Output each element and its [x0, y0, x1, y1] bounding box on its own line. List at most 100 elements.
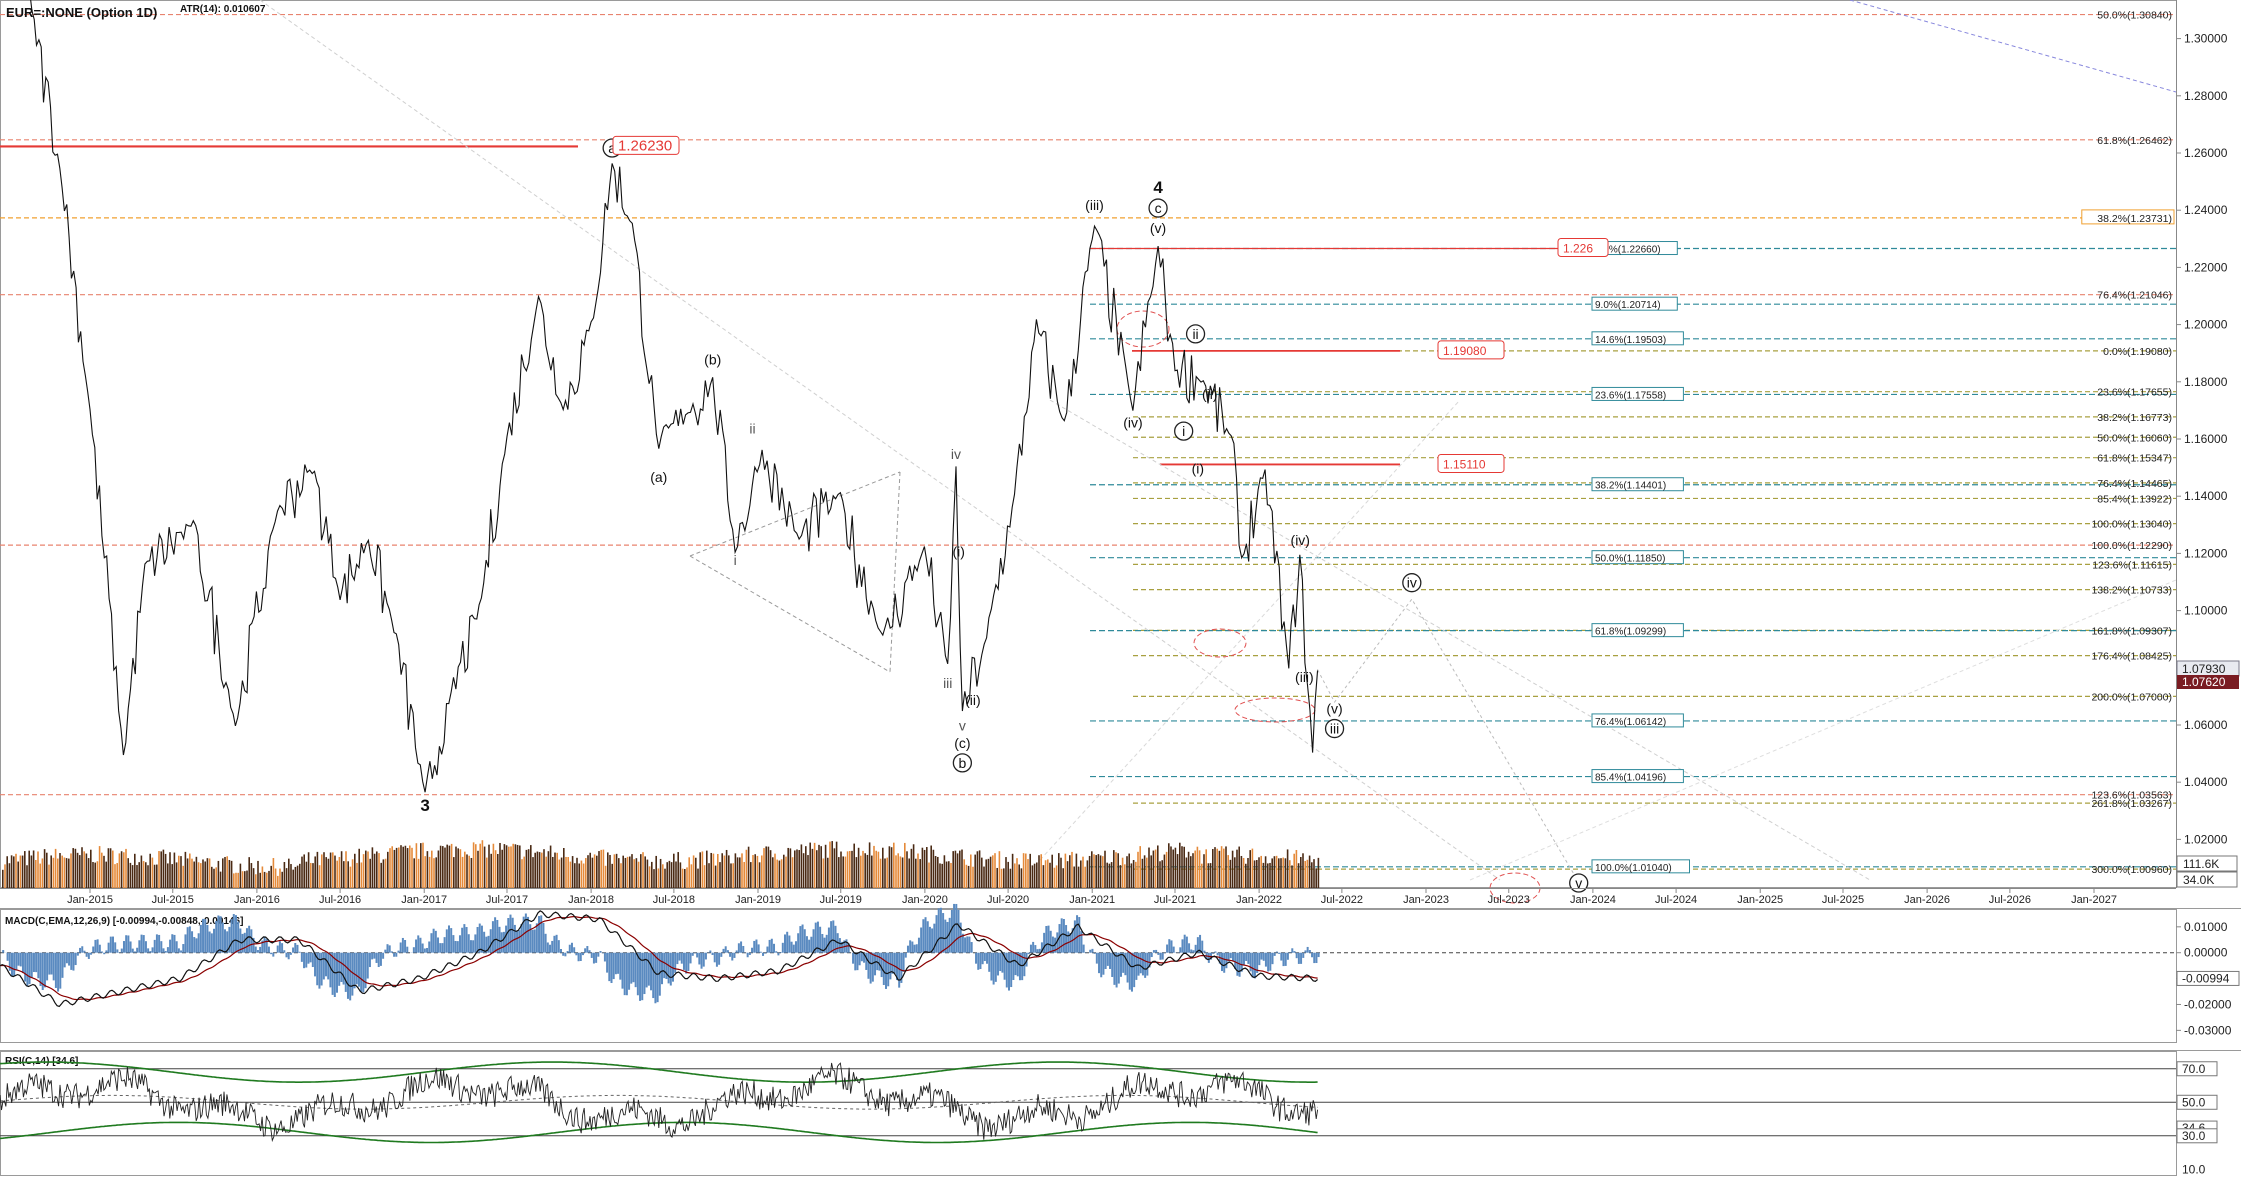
- volume-bar: [87, 858, 90, 888]
- volume-bar: [360, 862, 363, 888]
- macd-histogram-bar: [731, 952, 734, 961]
- macd-histogram-bar: [1227, 952, 1230, 962]
- rsi-tick-label: 10.0: [2182, 1162, 2206, 1176]
- volume-bar: [1317, 857, 1320, 888]
- macd-histogram-bar: [799, 926, 802, 953]
- macd-histogram-bar: [1126, 952, 1129, 983]
- macd-histogram-bar: [210, 933, 213, 953]
- volume-bar: [747, 846, 750, 888]
- macd-histogram-bar: [540, 915, 543, 953]
- macd-histogram-bar: [307, 952, 310, 964]
- macd-histogram-bar: [935, 915, 938, 953]
- macd-histogram-bar: [812, 929, 815, 953]
- volume-bar: [1247, 858, 1249, 888]
- volume-bar: [730, 863, 732, 888]
- time-tick-label: Jul-2017: [486, 894, 528, 906]
- volume-bar: [279, 868, 281, 888]
- macd-histogram-bar: [1119, 952, 1122, 977]
- volume-bar: [1214, 847, 1216, 888]
- volume-bar: [193, 861, 195, 888]
- macd-histogram-bar: [895, 952, 898, 981]
- volume-bar: [1022, 853, 1025, 888]
- macd-histogram-bar: [715, 952, 718, 967]
- macd-histogram-bar: [581, 952, 584, 956]
- macd-histogram-bar: [1308, 950, 1311, 953]
- macd-histogram-bar: [1260, 952, 1263, 960]
- volume-bar: [28, 850, 30, 888]
- macd-histogram-bar: [483, 931, 486, 953]
- volume-bar: [934, 856, 937, 888]
- volume-bar: [1176, 854, 1179, 888]
- fib-mid-label: 0.0%(1.22660): [1595, 245, 1661, 256]
- volume-bar: [65, 858, 68, 888]
- macd-histogram-bar: [1130, 952, 1133, 992]
- volume-bar: [545, 856, 547, 888]
- macd-histogram-bar: [32, 952, 35, 973]
- macd-histogram-bar: [230, 919, 233, 953]
- volume-bar: [112, 850, 114, 888]
- volume-bar: [679, 862, 682, 888]
- macd-histogram-bar: [1293, 951, 1296, 953]
- macd-histogram-bar: [718, 952, 721, 965]
- macd-histogram-bar: [1014, 952, 1017, 976]
- volume-bar: [1207, 863, 1210, 888]
- volume-bar: [1025, 853, 1027, 888]
- macd-histogram-bar: [603, 952, 606, 962]
- volume-bar: [233, 873, 235, 888]
- macd-histogram-bar: [762, 952, 765, 956]
- macd-histogram-bar: [458, 935, 461, 953]
- macd-histogram-bar: [1102, 952, 1105, 975]
- volume-bar: [978, 850, 981, 888]
- macd-histogram-bar: [226, 931, 229, 953]
- volume-bar: [428, 856, 431, 888]
- macd-histogram-bar: [792, 944, 795, 953]
- volume-bar: [915, 858, 917, 888]
- macd-histogram-bar: [825, 934, 828, 953]
- volume-bar: [888, 846, 891, 888]
- volume-bar: [585, 858, 587, 888]
- macd-histogram-bar: [338, 952, 341, 986]
- macd-histogram-bar: [612, 952, 615, 980]
- macd-histogram-bar: [351, 952, 354, 996]
- macd-histogram-bar: [801, 924, 804, 953]
- macd-histogram-bar: [305, 952, 308, 968]
- volume-bar: [787, 847, 789, 888]
- volume-bar: [145, 862, 147, 888]
- macd-histogram-bar: [83, 950, 86, 953]
- macd-histogram-bar: [570, 942, 573, 953]
- macd-histogram-bar: [733, 952, 736, 958]
- volume-bar: [668, 860, 671, 888]
- macd-histogram-bar: [213, 928, 216, 953]
- macd-histogram-bar: [122, 941, 125, 953]
- macd-histogram-bar: [109, 936, 112, 953]
- volume-bar: [1168, 843, 1170, 888]
- macd-histogram-bar: [643, 952, 646, 995]
- rsi-upper-band: [0, 1061, 1318, 1083]
- macd-histogram-bar: [599, 951, 602, 953]
- volume-bar: [809, 842, 811, 888]
- macd-histogram-bar: [316, 952, 319, 986]
- volume-bar: [1315, 868, 1317, 888]
- volume-bar: [965, 864, 968, 888]
- fib-label: 0.0%(1.19080): [2103, 346, 2172, 358]
- volume-bar: [1005, 857, 1007, 888]
- fib-label: 50.0%(1.16060): [2097, 432, 2172, 444]
- macd-histogram-bar: [878, 952, 881, 971]
- volume-bar: [30, 855, 33, 888]
- volume-bar: [886, 857, 888, 888]
- volume-bar: [138, 862, 140, 888]
- volume-bar: [943, 855, 946, 888]
- macd-histogram-bar: [606, 952, 609, 973]
- volume-bar: [41, 858, 44, 888]
- volume-bar: [844, 856, 847, 888]
- volume-bar: [664, 868, 666, 888]
- macd-histogram-bar: [241, 933, 244, 953]
- volume-bar: [1161, 860, 1163, 888]
- macd-histogram-bar: [81, 946, 84, 953]
- macd-histogram-bar: [243, 932, 246, 953]
- volume-bar: [1000, 868, 1003, 888]
- macd-histogram-bar: [142, 935, 145, 953]
- volume-bar: [611, 863, 613, 888]
- macd-histogram-bar: [8, 952, 11, 971]
- volume-bar: [26, 865, 28, 888]
